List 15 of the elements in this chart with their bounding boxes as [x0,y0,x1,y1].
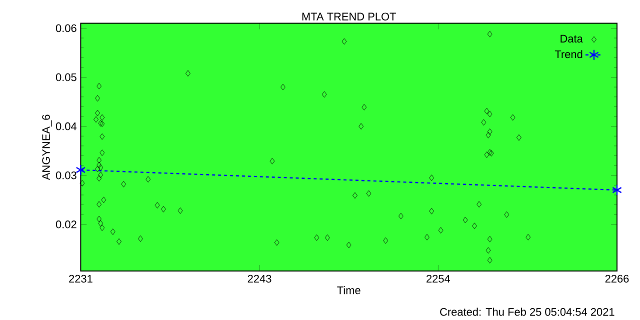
y-tick-label: 0.03 [56,171,76,180]
x-tick-label: 2254 [426,274,450,283]
y-axis-title: ANGYNEA_6 [42,114,52,180]
legend-label: Data [560,34,583,43]
x-tick-label: 2266 [605,274,629,283]
y-tick-label: 0.05 [56,73,76,82]
y-tick-label: 0.06 [56,24,76,32]
x-tick-label: 2231 [69,274,92,283]
y-tick-label: 0.02 [56,220,76,228]
legend-label: Trend [554,50,582,58]
text: Created: Thu Feb 25 05:04:54 2021 [440,308,614,316]
chart-title: MTA TREND PLOT [302,12,396,20]
x-axis-title: Time [337,286,360,294]
x-tick-label: 2243 [248,274,272,283]
y-tick-label: 0.04 [56,122,77,130]
